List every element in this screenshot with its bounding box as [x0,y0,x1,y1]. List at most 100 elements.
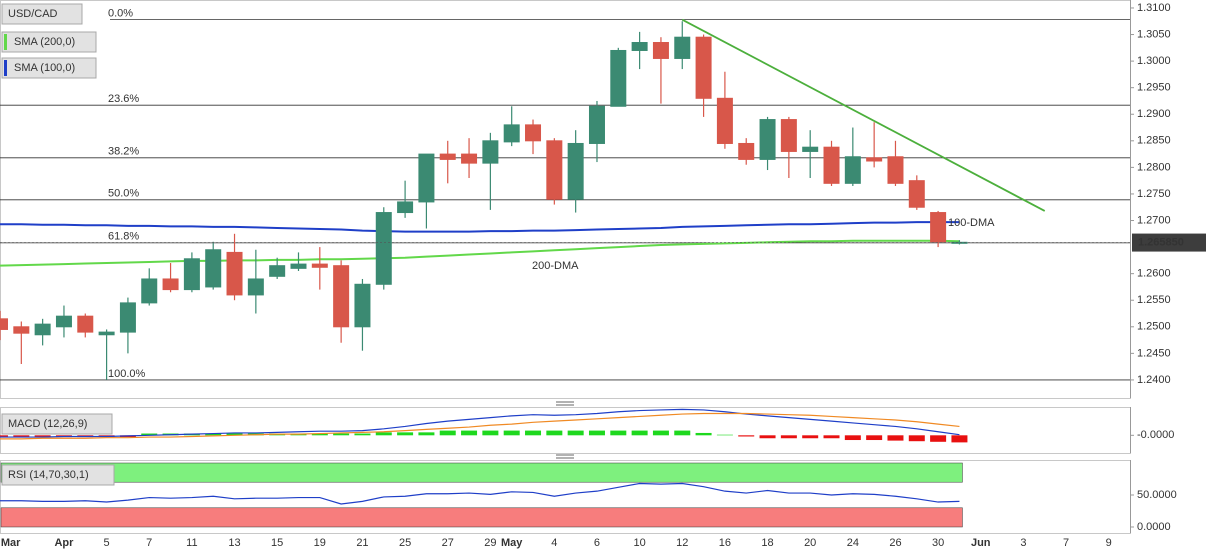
candle-body [439,153,456,160]
candle-body [866,157,883,162]
x-tick-label: Mar [1,537,21,549]
candle-body [354,283,371,328]
fib-label: 61.8% [108,231,139,243]
candle-body [567,142,584,200]
x-tick-label: May [501,537,523,549]
candle-body [738,142,755,160]
histogram-bar [631,430,648,436]
x-tick-label: 16 [719,537,731,549]
x-tick-label: 20 [804,537,816,549]
histogram-bar [823,435,840,439]
x-tick-label: 7 [146,537,152,549]
legend-label: SMA (200,0) [14,36,75,48]
histogram-bar [375,432,392,436]
fib-label: 100.0% [108,368,146,380]
x-tick-label: 7 [1063,537,1069,549]
y-tick-label: 1.3050 [1137,28,1171,40]
x-tick-label: 11 [186,537,197,549]
candle-body [823,146,840,184]
y-tick-label: 50.0000 [1137,489,1177,501]
y-tick-label: 1.2550 [1137,294,1171,306]
series-line [0,239,960,267]
histogram-bar [695,432,712,436]
candle-body [546,140,563,200]
handle [556,401,574,459]
legend-swatch [4,60,7,76]
x-tick-label: Jun [971,537,991,549]
y-tick-label: 1.2400 [1137,374,1171,386]
candle-body [802,146,819,152]
candle-body [205,249,222,288]
histogram-bar [887,435,904,441]
histogram-bar [439,430,456,436]
candle-body [461,153,478,164]
candle-body [716,97,733,144]
candle-body [525,124,542,142]
legend-label: SMA (100,0) [14,62,75,74]
panel-label: MACD (12,26,9) [8,418,87,430]
histogram-bar [908,435,925,442]
candle-body [55,315,72,328]
candle-body [610,49,627,107]
candle-body [290,263,307,269]
trend-line [681,18,1046,212]
x-tick-label: 29 [484,537,496,549]
series-line [0,412,960,440]
histogram-bar [610,430,627,436]
candle-body [375,212,392,285]
fib-label: 0.0% [108,8,133,20]
candle-body [333,265,350,328]
series-line [0,221,960,233]
x-tick-label: 30 [932,537,944,549]
legend-box [1,31,97,53]
last-price-badge [1132,233,1206,252]
x-tick-label: 15 [271,537,283,549]
y-tick-label: 1.2800 [1137,161,1171,173]
candle-body [397,201,414,214]
legend-swatch [4,34,7,50]
x-tick-label: 18 [761,537,773,549]
y-tick-label: 1.2500 [1137,321,1171,333]
histogram-bar [354,433,371,436]
fib-label: 50.0% [108,188,139,200]
x-tick-label: 3 [1020,537,1026,549]
candle-body [183,258,200,291]
histogram-bar [418,432,435,436]
histogram-bar [311,433,328,436]
fib-label: 38.2% [108,146,139,158]
x-tick-label: Apr [54,537,74,549]
x-tick-label: 4 [551,537,557,549]
label-box [1,413,113,435]
x-tick-label: 27 [442,537,454,549]
x-tick-label: 5 [104,537,110,549]
candle-body [759,119,776,160]
rsi-band [0,507,963,528]
candle-body [0,318,8,330]
candle-body [503,124,520,143]
histogram-bar [951,435,968,443]
histogram-bar [525,430,542,436]
candle-body [34,323,51,336]
candle-body [930,212,947,243]
candle-body [311,263,328,268]
label-box [1,464,115,486]
histogram-bar [930,435,947,442]
y-tick-label: 1.2700 [1137,214,1171,226]
y-tick-label: 1.2850 [1137,135,1171,147]
x-tick-label: 9 [1106,537,1112,549]
y-tick-label: 1.2900 [1137,108,1171,120]
candle-body [951,241,968,244]
candle-body [418,153,435,203]
y-tick-label: 0.0000 [1137,521,1171,533]
x-tick-label: 25 [399,537,411,549]
candle-body [13,326,30,334]
candle-body [695,36,712,99]
y-tick-label: 1.2750 [1137,188,1171,200]
candle-body [269,265,286,277]
histogram-bar [226,433,243,436]
y-tick-label: 1.3000 [1137,55,1171,67]
histogram-bar [461,430,478,436]
x-tick-label: 6 [594,537,600,549]
histogram-bar [652,430,669,436]
